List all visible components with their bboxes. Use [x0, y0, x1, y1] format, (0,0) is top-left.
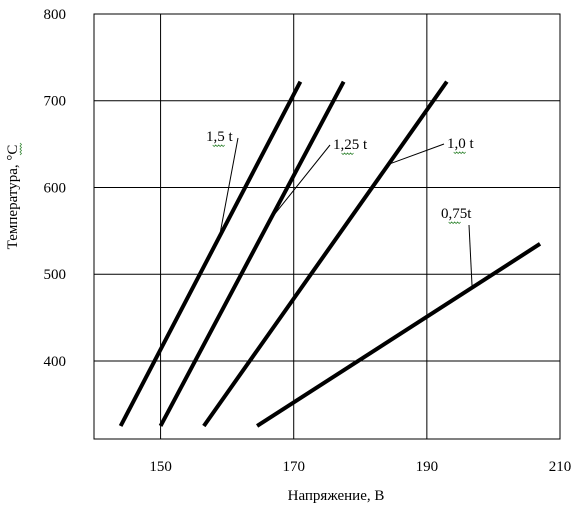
spellcheck-squiggle — [448, 221, 461, 225]
series-label-1: 1,25 t — [333, 137, 368, 153]
spellcheck-squiggle — [453, 151, 466, 155]
x-tick-labels: 150 170 190 210 — [149, 459, 571, 475]
spellcheck-squiggle-ylabel — [19, 142, 23, 156]
series-label-leader-0 — [218, 137, 239, 237]
grid — [94, 13, 561, 439]
series-line-1 — [158, 80, 346, 427]
series-label-3: 0,75t — [441, 206, 472, 222]
plot-border — [93, 13, 561, 440]
x-tick-label: 210 — [549, 459, 572, 475]
spellcheck-squiggle — [212, 144, 225, 148]
x-tick-label: 190 — [416, 459, 439, 475]
series-line-3 — [256, 242, 542, 428]
series-line-2 — [202, 80, 449, 428]
y-tick-labels: 400 500 600 700 800 — [44, 7, 67, 370]
series-label-leader-1 — [270, 144, 331, 220]
y-tick-label: 500 — [44, 267, 67, 283]
series-label-0: 1,5 t — [206, 129, 234, 145]
series-line-0 — [118, 80, 303, 427]
y-tick-label: 800 — [44, 7, 67, 23]
plot-frame — [93, 13, 561, 440]
spellcheck-squiggle — [341, 152, 354, 156]
series-label-leader-2 — [388, 143, 445, 165]
series-label-leader-3 — [468, 224, 473, 288]
series-lines — [118, 80, 542, 428]
series-label-2: 1,0 t — [447, 136, 475, 152]
x-tick-label: 150 — [149, 459, 172, 475]
y-tick-label: 400 — [44, 354, 67, 370]
y-tick-label: 700 — [44, 94, 67, 110]
x-tick-label: 170 — [282, 459, 305, 475]
y-axis-label: Температура, °С — [5, 145, 21, 250]
x-axis-label: Напряжение, В — [288, 488, 385, 504]
y-tick-label: 600 — [44, 180, 67, 196]
series-labels: 1,5 t 1,25 t 1,0 t 0,75t — [206, 129, 475, 288]
